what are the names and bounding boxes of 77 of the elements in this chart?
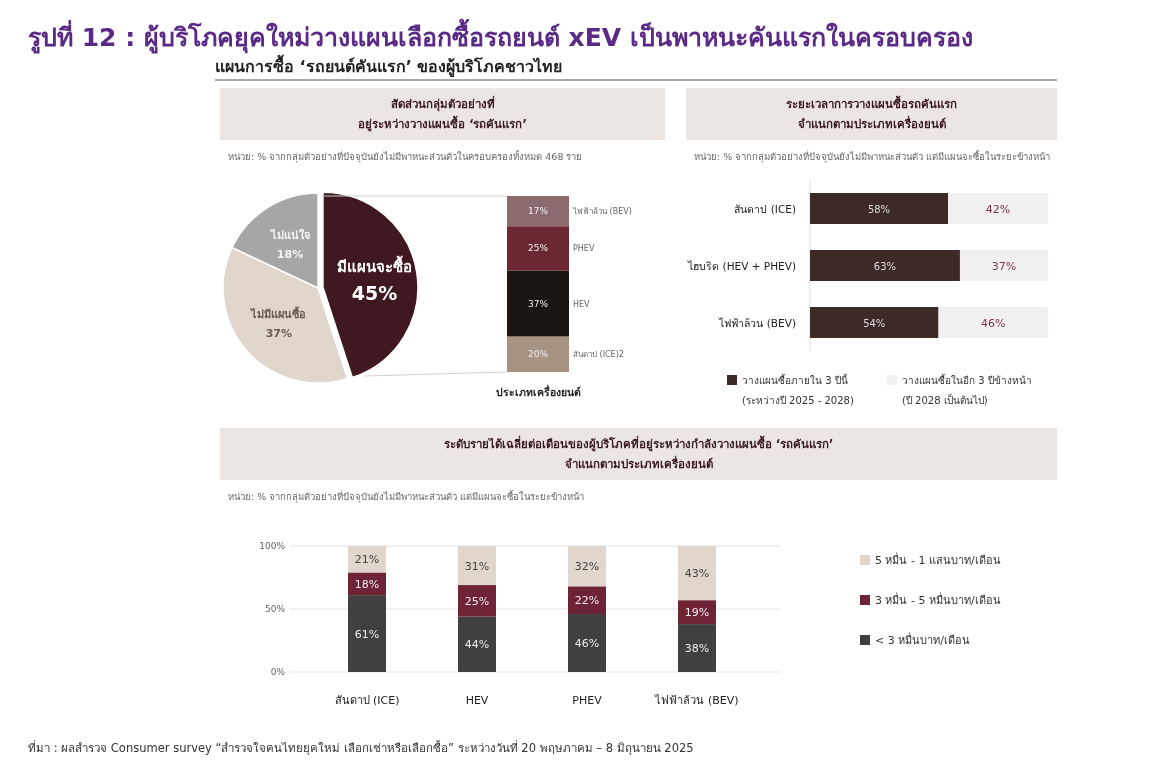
- data-label: 18%: [276, 247, 304, 261]
- x-tick-label: PHEV: [572, 694, 603, 707]
- bar: [568, 586, 606, 615]
- data-label: 63%: [873, 260, 897, 271]
- text: แผนการซื้อ ‘รถยนต์คันแรก’ ของผู้บริโภคชาวไทย: [215, 54, 563, 78]
- data-label: 37%: [527, 298, 549, 309]
- data-label: 38%: [684, 641, 710, 655]
- bar: [348, 595, 386, 672]
- bar: [568, 614, 606, 672]
- bar: [507, 226, 569, 271]
- chart-subtitle: หน่วย: % จากกลุ่มตัวอย่างที่ปัจจุบันยังไม่มีพาหนะส่วนตัว แต่มีแผนจะซื้อในระยะข้างหน้า: [228, 490, 585, 503]
- series-label: ไฟฟ้าล้วน (BEV): [572, 206, 632, 216]
- bar: [938, 307, 1048, 338]
- chart-subtitle: หน่วย: % จากกลุ่มตัวอย่างที่ปัจจุบันยังไม่มีพาหนะส่วนตัว แต่มีแผนจะซื้อในระยะข้างหน้า: [694, 150, 1051, 163]
- data-label: 46%: [574, 636, 600, 650]
- slice-label: ไม่แน่ใจ: [268, 227, 310, 242]
- text: รูปที่ 12 : ผู้บริโภคยุคใหม่วางแผนเลือกซื้อรถยนต์ xEV เป็นพาหนะคันแรกในครอบครอง: [28, 18, 973, 54]
- legend-label: < 3 หมื่นบาท/เดือน: [875, 631, 970, 647]
- x-tick-label: HEV: [465, 694, 489, 707]
- y-tick-label: ไฮบริด (HEV + PHEV): [687, 259, 796, 272]
- data-label: 20%: [527, 349, 549, 360]
- data-label: 21%: [354, 552, 380, 566]
- legend-label: วางแผนซื้อในอีก 3 ปีข้างหน้า (ปี 2028 เป็นต้นไป): [902, 372, 1032, 406]
- bar: [458, 616, 496, 672]
- x-axis-title: ประเภทเครื่องยนต์: [495, 384, 581, 398]
- data-label: 18%: [354, 577, 380, 591]
- text: สัดส่วนกลุ่มตัวอย่างที่ อยู่ระหว่างวางแผนซื้อ ‘รถคันแรก’: [358, 95, 527, 132]
- data-label: 45%: [351, 282, 398, 305]
- y-tick-label: 50%: [264, 604, 286, 614]
- y-tick-label: ไฟฟ้าล้วน (BEV): [718, 316, 796, 329]
- bar: [678, 546, 716, 601]
- data-label: 43%: [684, 566, 710, 580]
- slice-label: มีแผนจะซื้อ: [337, 255, 413, 277]
- data-label: 31%: [464, 559, 490, 573]
- data-label: 37%: [991, 259, 1017, 272]
- slice-label: ไม่มีแผนซื้อ: [249, 305, 307, 321]
- data-label: 19%: [684, 605, 710, 619]
- legend-label: 5 หมื่น - 1 แสนบาท/เดือน: [875, 551, 1001, 567]
- bar: [959, 250, 1048, 281]
- series-label: สันดาป (ICE)2: [573, 349, 624, 359]
- chart-subtitle: หน่วย: % จากกลุ่มตัวอย่างที่ปัจจุบันยังไม่มีพาหนะส่วนตัวในครอบครองทั้งหมด 468 ราย: [228, 150, 583, 163]
- series-label: PHEV: [573, 243, 595, 253]
- data-label: 32%: [574, 559, 600, 573]
- bar: [458, 585, 496, 617]
- data-label: 58%: [867, 203, 891, 214]
- data-label: 17%: [527, 206, 549, 217]
- pie-slice: [322, 191, 419, 379]
- bar: [507, 196, 569, 227]
- data-label: 46%: [981, 316, 1006, 329]
- text: ที่มา : ผลสำรวจ Consumer survey “สำรวจใจคนไทยยุคใหม่ เลือกเช่าหรือเลือกซื้อ” ระหว่างวันที่ 20 พฤษภาคม – 8 มิถุนายน 2025: [28, 740, 694, 755]
- data-label: 22%: [574, 593, 600, 607]
- legend-label: วางแผนซื้อภายใน 3 ปีนี้ (ระหว่างปี 2025 - 2028): [742, 372, 854, 406]
- chart-title: ระยะเวลาการวางแผนซื้อรถคันแรก จำแนกตามประเภทเครื่องยนต์: [786, 95, 957, 131]
- x-tick-label: ไฟฟ้าล้วน (BEV): [654, 694, 739, 707]
- data-label: 42%: [985, 202, 1011, 215]
- bar: [810, 193, 949, 224]
- bar: [678, 624, 716, 672]
- bar: [948, 193, 1048, 224]
- chart-title: ระดับรายได้เฉลี่ยต่อเดือนของผู้บริโภคที่อยู่ระหว่างกำลังวางแผนซื้อ ‘รถคันแรก’ จำแนกตามประเภทเครื่องยนต์: [443, 435, 834, 471]
- bar: [810, 250, 960, 281]
- x-tick-label: สันดาป (ICE): [334, 694, 400, 707]
- data-label: 25%: [527, 243, 549, 254]
- legend-label: 3 หมื่น - 5 หมื่นบาท/เดือน: [875, 591, 1001, 607]
- y-tick-label: 100%: [259, 541, 286, 551]
- data-label: 61%: [354, 627, 380, 641]
- data-label: 25%: [464, 594, 490, 608]
- bar: [568, 546, 606, 587]
- bar: [810, 307, 939, 338]
- bar: [458, 546, 496, 586]
- y-tick-label: 0%: [270, 667, 286, 677]
- series-label: HEV: [573, 299, 591, 309]
- y-tick-label: สันดาป (ICE): [734, 202, 796, 215]
- data-label: 54%: [863, 317, 886, 328]
- data-label: 44%: [464, 637, 490, 651]
- bar: [507, 336, 569, 372]
- bar: [507, 270, 569, 337]
- data-label: 37%: [265, 326, 292, 340]
